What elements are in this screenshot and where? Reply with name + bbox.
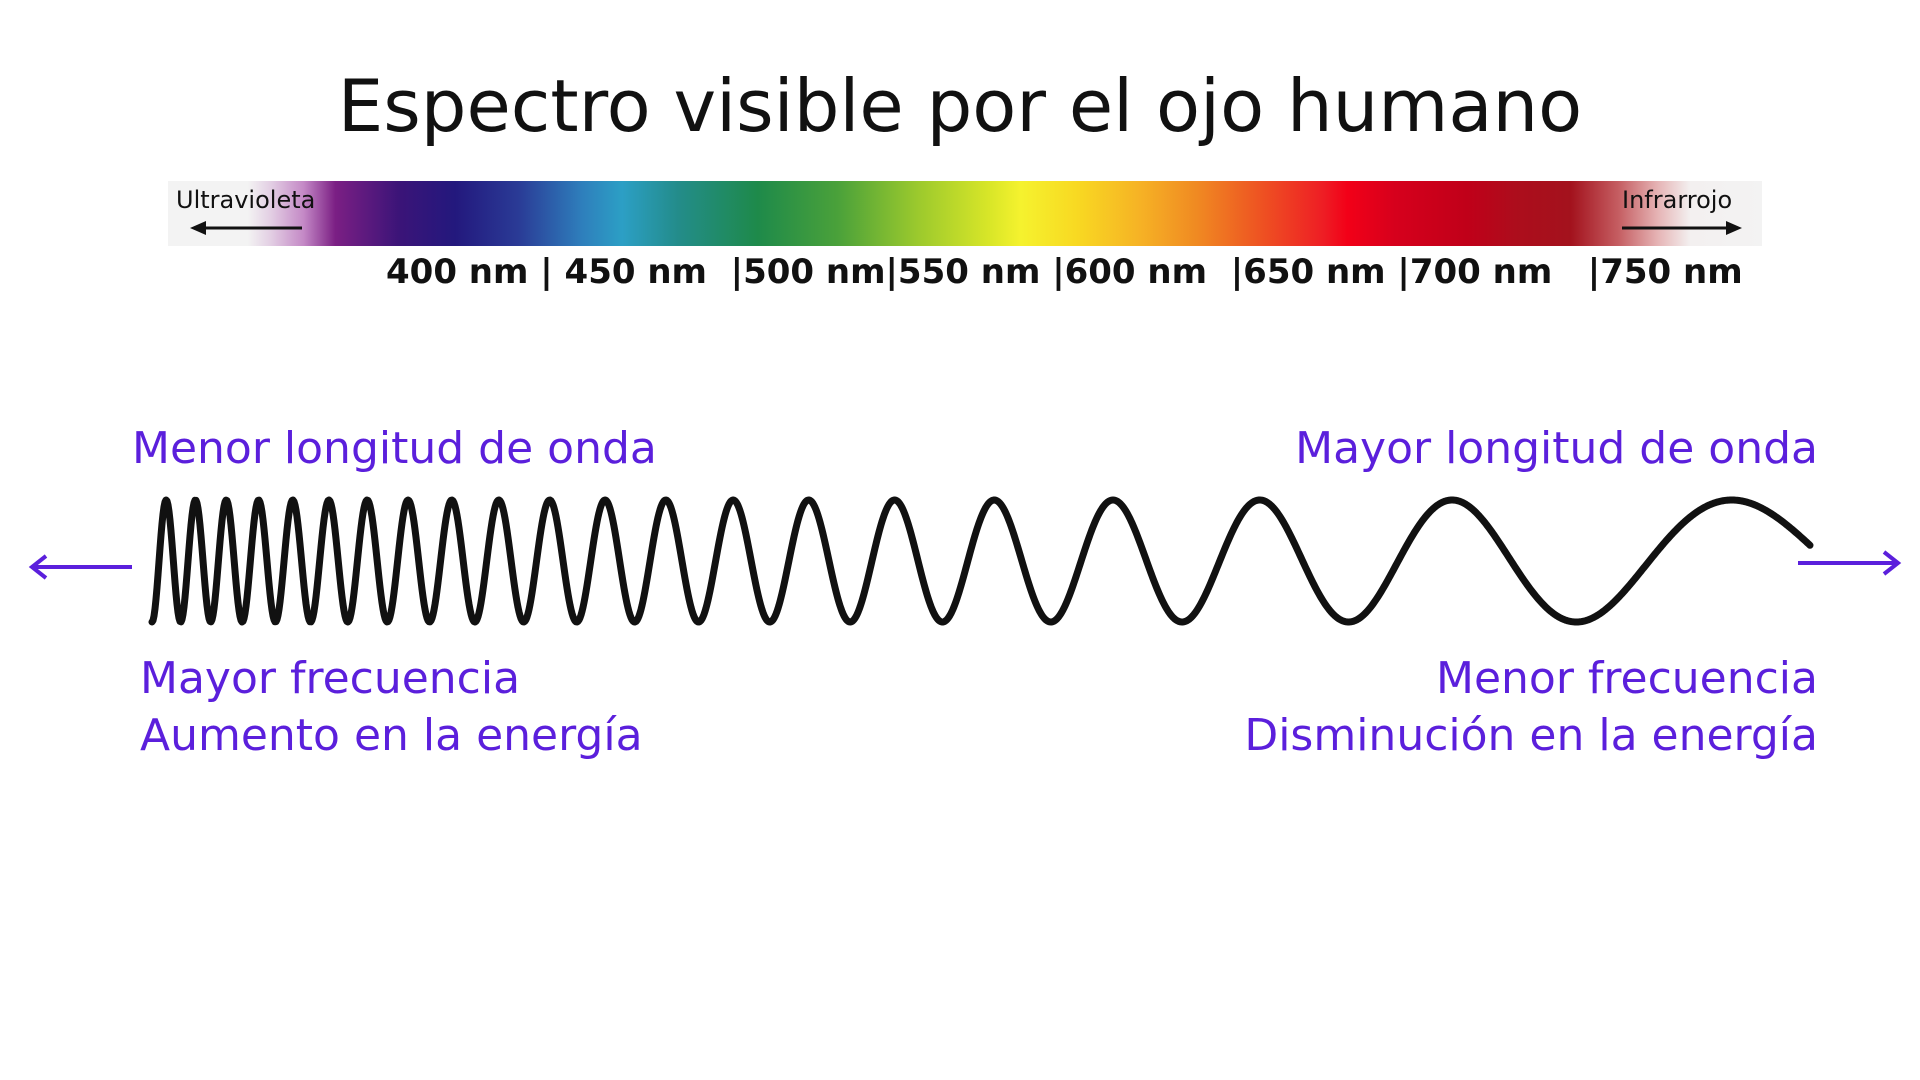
- left-arrow-icon: [28, 554, 132, 580]
- wavelength-tick-labels: 400 nm | 450 nm |500 nm|550 nm |600 nm |…: [386, 252, 1743, 292]
- visible-spectrum-bar: [168, 181, 1762, 246]
- ultraviolet-arrow-icon: [190, 221, 302, 235]
- page-title: Espectro visible por el ojo humano: [337, 64, 1583, 148]
- right-arrow-icon: [1798, 550, 1902, 576]
- shorter-wavelength-label: Menor longitud de onda: [132, 423, 657, 474]
- higher-frequency-block: Mayor frecuencia Aumento en la energía: [140, 650, 643, 764]
- lower-frequency-block: Menor frecuencia Disminución en la energ…: [1244, 650, 1818, 764]
- less-energy-label: Disminución en la energía: [1244, 710, 1818, 762]
- higher-frequency-label: Mayor frecuencia: [140, 653, 521, 704]
- more-energy-label: Aumento en la energía: [140, 710, 643, 762]
- wave-line: [148, 496, 1814, 626]
- longer-wavelength-label: Mayor longitud de onda: [1295, 423, 1818, 474]
- infrared-arrow-icon: [1622, 221, 1742, 235]
- lower-frequency-label: Menor frecuencia: [1435, 653, 1818, 704]
- infrared-label: Infrarrojo: [1622, 186, 1733, 214]
- ultraviolet-label: Ultravioleta: [176, 186, 316, 214]
